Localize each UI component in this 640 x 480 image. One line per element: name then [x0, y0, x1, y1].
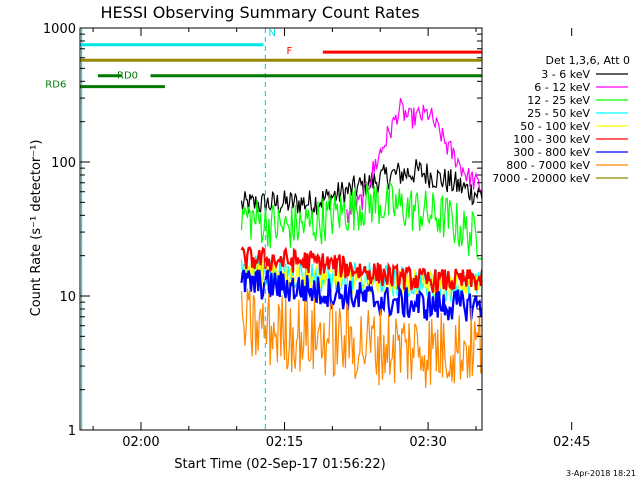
y-tick-label-1: 1: [68, 424, 76, 439]
flag-label-f: F: [286, 46, 292, 57]
legend-entry-1: 3 - 6 keV: [541, 68, 590, 81]
timestamp: 3-Apr-2018 18:21: [566, 469, 636, 478]
legend-entry-6: 100 - 300 keV: [513, 133, 590, 146]
x-tick-label-3: 02:30: [409, 435, 446, 450]
series-6-line: [240, 246, 482, 297]
series-7-line: [240, 268, 482, 322]
y-tick-label-2: 10: [59, 290, 76, 305]
legend-entry-4: 25 - 50 keV: [527, 107, 590, 120]
y-axis-label: Count Rate (s⁻¹ detector⁻¹): [29, 140, 44, 317]
flag-label-n: N: [268, 28, 275, 39]
legend-entry-8: 800 - 7000 keV: [506, 159, 590, 172]
x-tick-label-1: 02:00: [122, 435, 159, 450]
series-3-line: [240, 181, 482, 260]
plot-area: NFFD2FD3RD0RD6: [45, 28, 482, 430]
y-tick-label-3: 100: [51, 156, 76, 171]
flag-label-rd6: RD6: [45, 79, 66, 90]
legend-entry-7: 300 - 800 keV: [513, 146, 590, 159]
flag-label-rd0: RD0: [117, 70, 138, 81]
x-tick-label-2: 02:15: [266, 435, 303, 450]
series-8-line: [240, 288, 482, 389]
series-2-line: [346, 98, 482, 224]
series-1-line: [240, 159, 482, 216]
axes: 02:0002:1502:3002:4503:0003:1503:3011010…: [43, 22, 591, 450]
legend-title: Det 1,3,6, Att 0: [546, 54, 630, 67]
y-tick-label-4: 1000: [43, 22, 76, 37]
legend-entry-2: 6 - 12 keV: [534, 81, 590, 94]
plot-frame: [79, 27, 483, 431]
x-axis-label: Start Time (02-Sep-17 01:56:22): [174, 457, 385, 472]
legend-entry-3: 12 - 25 keV: [527, 94, 590, 107]
legend-entry-9: 7000 - 20000 keV: [492, 172, 590, 185]
x-tick-label-4: 02:45: [553, 435, 590, 450]
plot-content: [80, 28, 482, 430]
chart-title: HESSI Observing Summary Count Rates: [100, 3, 419, 22]
legend-entry-5: 50 - 100 keV: [520, 120, 590, 133]
